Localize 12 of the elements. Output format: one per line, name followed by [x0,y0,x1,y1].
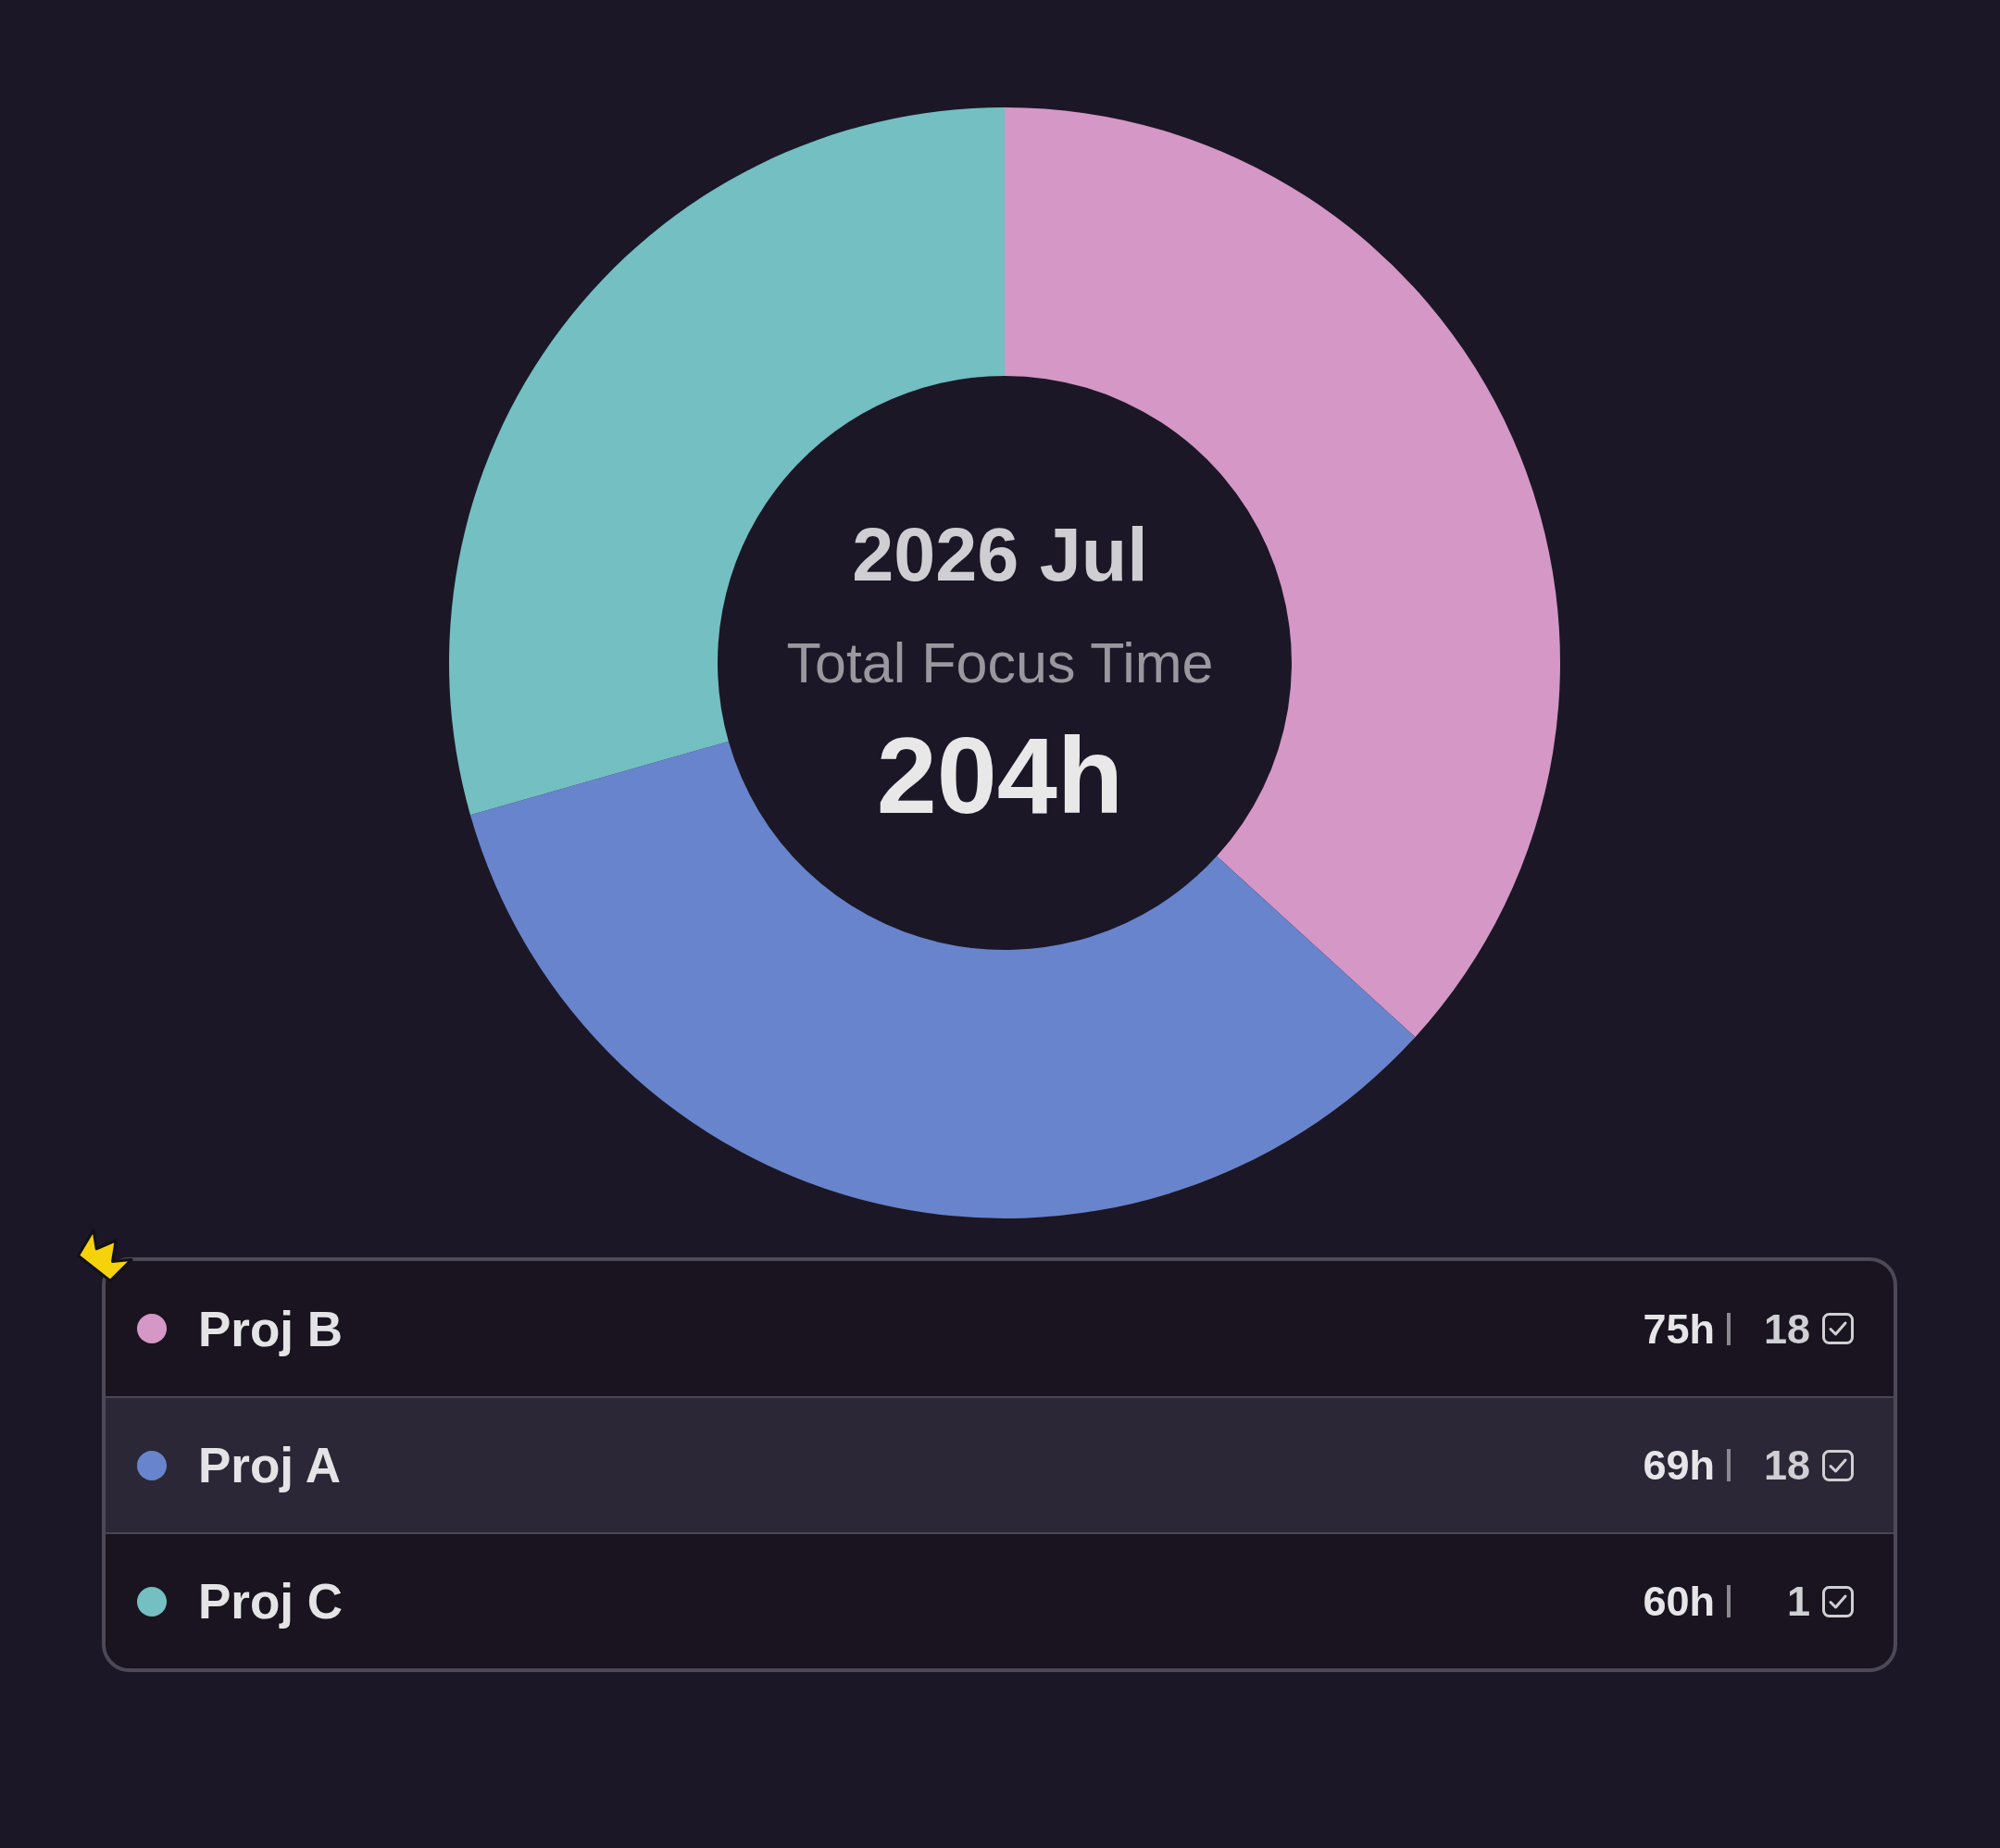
legend-label: Proj A [198,1438,342,1492]
data-label: 69h [1643,1442,1715,1489]
legend-label: Proj B [198,1301,344,1356]
text: Total Focus Time [786,631,1214,694]
text: 18 [1763,1305,1810,1353]
text: 1 [1786,1578,1810,1625]
text: 18 [1763,1442,1810,1489]
data-label: 60h [1643,1578,1715,1625]
data-label: 75h [1643,1305,1715,1353]
legend-label: Proj C [198,1574,344,1629]
text: 2026 Jul [852,513,1148,596]
text: 204h [876,715,1124,836]
